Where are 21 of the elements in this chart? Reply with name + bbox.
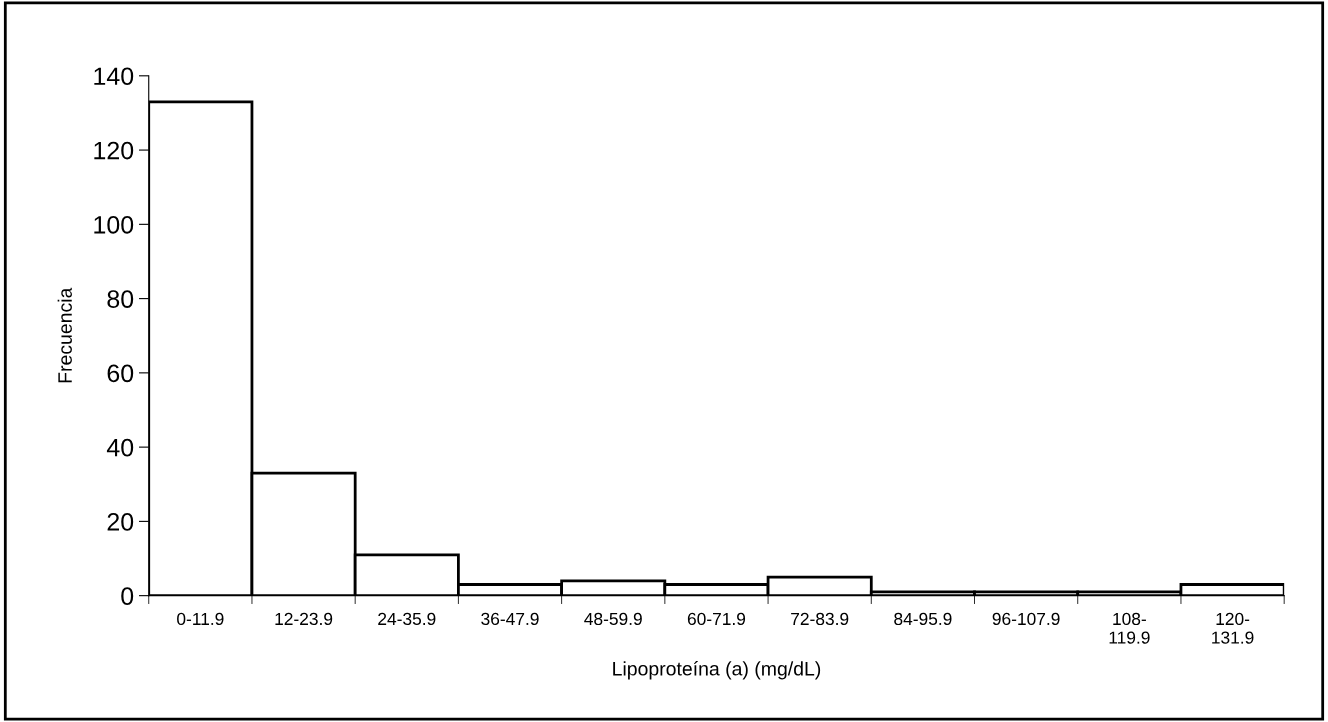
y-tick-label: 80 [107,290,134,308]
y-tick-label: 140 [94,67,134,86]
x-axis-title: Lipoproteína (a) (mg/dL) [613,661,821,680]
x-tick-label: 96-107.9 [992,612,1060,626]
x-tick-label: 24-35.9 [378,612,436,626]
y-tick-label: 0 [121,587,134,605]
x-tick-label: 72-83.9 [791,612,849,626]
y-tick-label: 40 [106,438,134,457]
x-tick-label: 60-71.9 [687,612,746,626]
x-tick-label: 0-11.9 [177,612,224,626]
x-tick-label: 84-95.9 [894,612,952,626]
y-tick-label: 100 [94,215,134,234]
y-tick-label: 20 [107,512,134,531]
y-axis-title: Frecuencia [57,287,72,383]
x-tick-label: 120- 131.9 [1212,612,1254,644]
x-tick-label: 108- 119.9 [1109,612,1150,644]
x-tick-label: 36-47.9 [481,612,539,626]
y-tick-label: 120 [94,141,134,160]
y-tick-label: 60 [107,364,134,383]
x-tick-label: 12-23.9 [275,612,333,626]
x-tick-label: 48-59.9 [584,612,642,626]
